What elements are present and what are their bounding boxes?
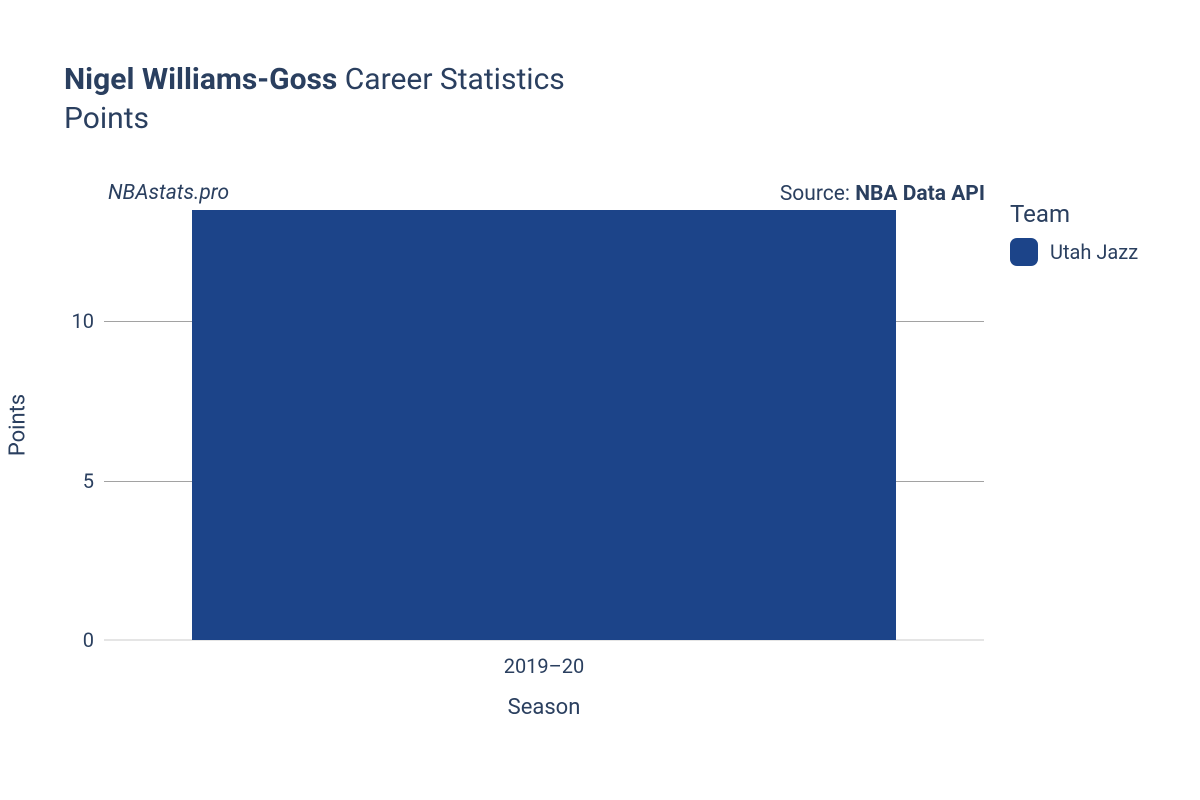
legend-item: Utah Jazz xyxy=(1010,238,1138,266)
y-axis-label: Points xyxy=(6,394,31,456)
title-block: Nigel Williams-Goss Career Statistics Po… xyxy=(64,60,565,136)
source-name: NBA Data API xyxy=(855,182,985,206)
legend-label: Utah Jazz xyxy=(1050,240,1138,264)
chart-title: Nigel Williams-Goss Career Statistics xyxy=(64,60,565,101)
legend: Team Utah Jazz xyxy=(1010,200,1138,266)
branding-text: NBAstats.pro xyxy=(108,181,229,205)
y-tick-label: 0 xyxy=(44,628,94,652)
x-tick-label: 2019–20 xyxy=(444,654,644,678)
bar xyxy=(192,210,896,640)
x-axis-label: Season xyxy=(104,695,984,720)
y-tick-label: 10 xyxy=(44,309,94,333)
chart-subtitle: Points xyxy=(64,101,565,136)
source-prefix: Source: xyxy=(780,182,855,206)
y-tick-label: 5 xyxy=(44,469,94,493)
chart-container: Nigel Williams-Goss Career Statistics Po… xyxy=(0,0,1200,800)
source-attribution: Source: NBA Data API xyxy=(780,182,985,206)
title-normal-part: Career Statistics xyxy=(337,62,564,97)
legend-swatch xyxy=(1010,238,1038,266)
legend-title: Team xyxy=(1010,200,1138,228)
plot-area xyxy=(104,210,984,640)
title-bold-part: Nigel Williams-Goss xyxy=(64,62,337,97)
